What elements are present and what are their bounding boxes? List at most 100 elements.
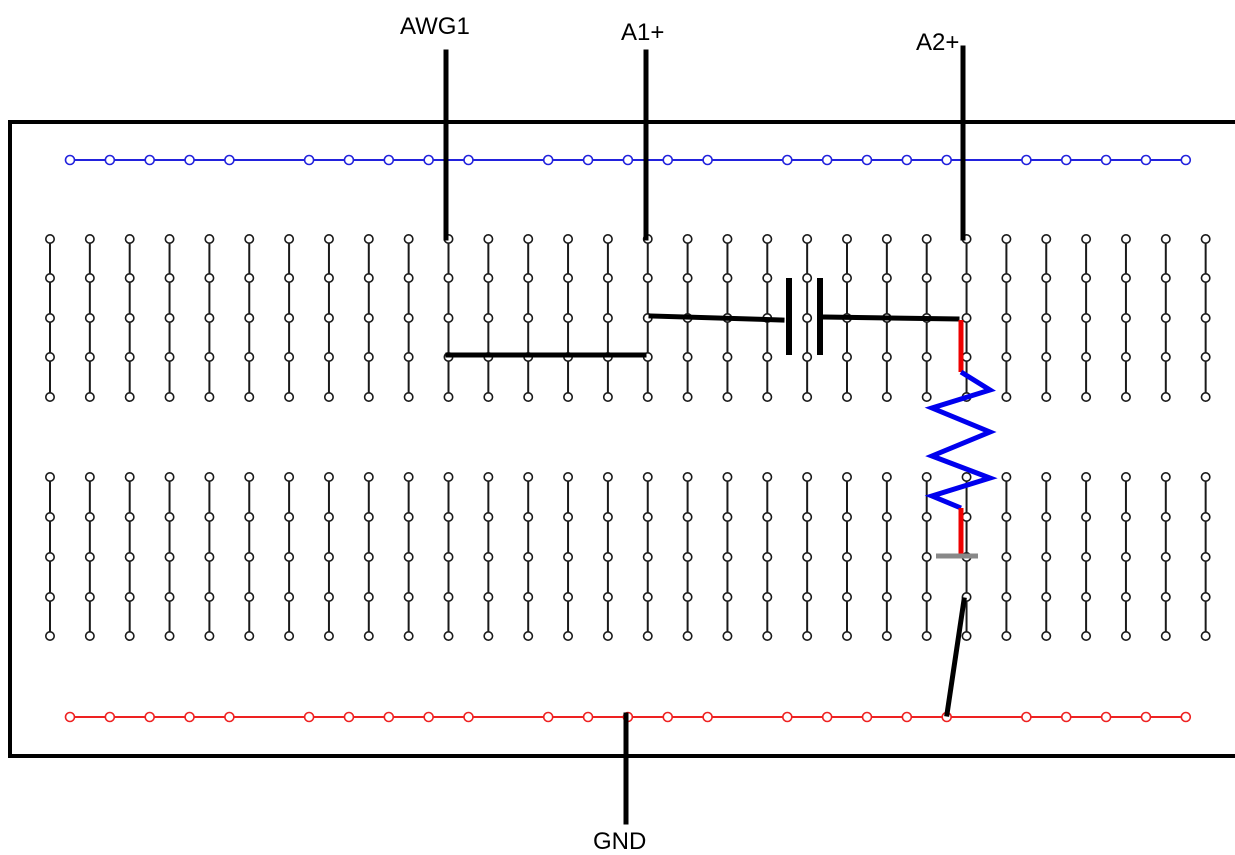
hole [1001,551,1012,562]
hole [881,272,892,283]
hole [881,234,892,245]
upper-strip [483,234,494,402]
top-rail-hole [662,154,674,166]
hole [204,391,215,402]
hole [563,234,574,245]
hole [284,234,295,245]
hole [1081,351,1092,362]
hole [84,234,95,245]
hole [1200,551,1211,562]
bottom-rail-hole [1021,711,1032,723]
hole [323,234,334,245]
hole [1160,234,1171,245]
bottom-rail-hole [383,711,395,723]
hole [164,272,175,283]
bottom-rail-hole [224,711,235,723]
hole [323,312,334,323]
capacitor-lead-right [822,314,960,322]
hole [84,591,95,602]
hole [802,471,813,482]
upper-strip [1120,234,1131,402]
hole [1160,312,1171,323]
hole [124,234,135,245]
hole [483,272,494,283]
hole [921,630,932,641]
hole [682,511,693,522]
hole [762,551,773,562]
hole [602,272,613,283]
hole [363,630,374,641]
upper-strip [403,234,414,402]
hole [164,351,175,362]
hole [244,391,255,402]
hole [1120,471,1131,482]
hole [602,471,613,482]
hole [921,471,932,482]
lower-strip [443,471,454,641]
lower-strip [602,471,613,641]
lower-strip [1081,471,1092,641]
hole [881,511,892,522]
hole [1200,511,1211,522]
hole [682,551,693,562]
hole [1041,272,1052,283]
hole [961,272,972,283]
hole [563,471,574,482]
hole [921,351,932,362]
hole [443,312,454,323]
hole [762,630,773,641]
hole [1041,591,1052,602]
hole [642,551,653,562]
lower-strip [84,471,95,641]
lower-strip [244,471,255,641]
hole [443,630,454,641]
top-rail-hole [821,154,833,166]
hole [204,630,215,641]
hole [204,551,215,562]
hole [403,630,414,641]
gnd-label: GND [593,828,646,855]
hole [483,511,494,522]
hole [164,234,175,245]
hole [44,471,55,482]
top-rail-hole [1180,154,1192,166]
hole [682,471,693,482]
hole [164,471,175,482]
hole [244,351,255,362]
hole [363,312,374,323]
hole [164,630,175,641]
top-rail-hole [1140,154,1152,166]
lower-strip [921,471,932,641]
hole [722,272,733,283]
top-rail-hole [582,154,594,166]
lower-strip [642,471,653,641]
upper-strip [84,234,95,402]
hole [523,391,534,402]
bottom-rail-hole [901,711,913,723]
bottom-rail-hole [702,711,713,723]
bottom-rail-hole [184,711,195,723]
hole [1081,312,1092,323]
lower-strip [881,471,892,641]
hole [284,312,295,323]
top-rail-hole [542,154,554,166]
hole [642,630,653,641]
hole [323,630,334,641]
hole [44,234,55,245]
hole [523,591,534,602]
hole [44,591,55,602]
hole [1041,351,1052,362]
hole [363,391,374,402]
hole [1120,312,1131,323]
hole [124,272,135,283]
hole [1041,551,1052,562]
hole [1041,630,1052,641]
hole [483,591,494,602]
hole [124,630,135,641]
hole [1160,272,1171,283]
resistor [924,320,998,559]
hole [841,272,852,283]
hole [523,551,534,562]
hole [722,234,733,245]
hole [204,272,215,283]
